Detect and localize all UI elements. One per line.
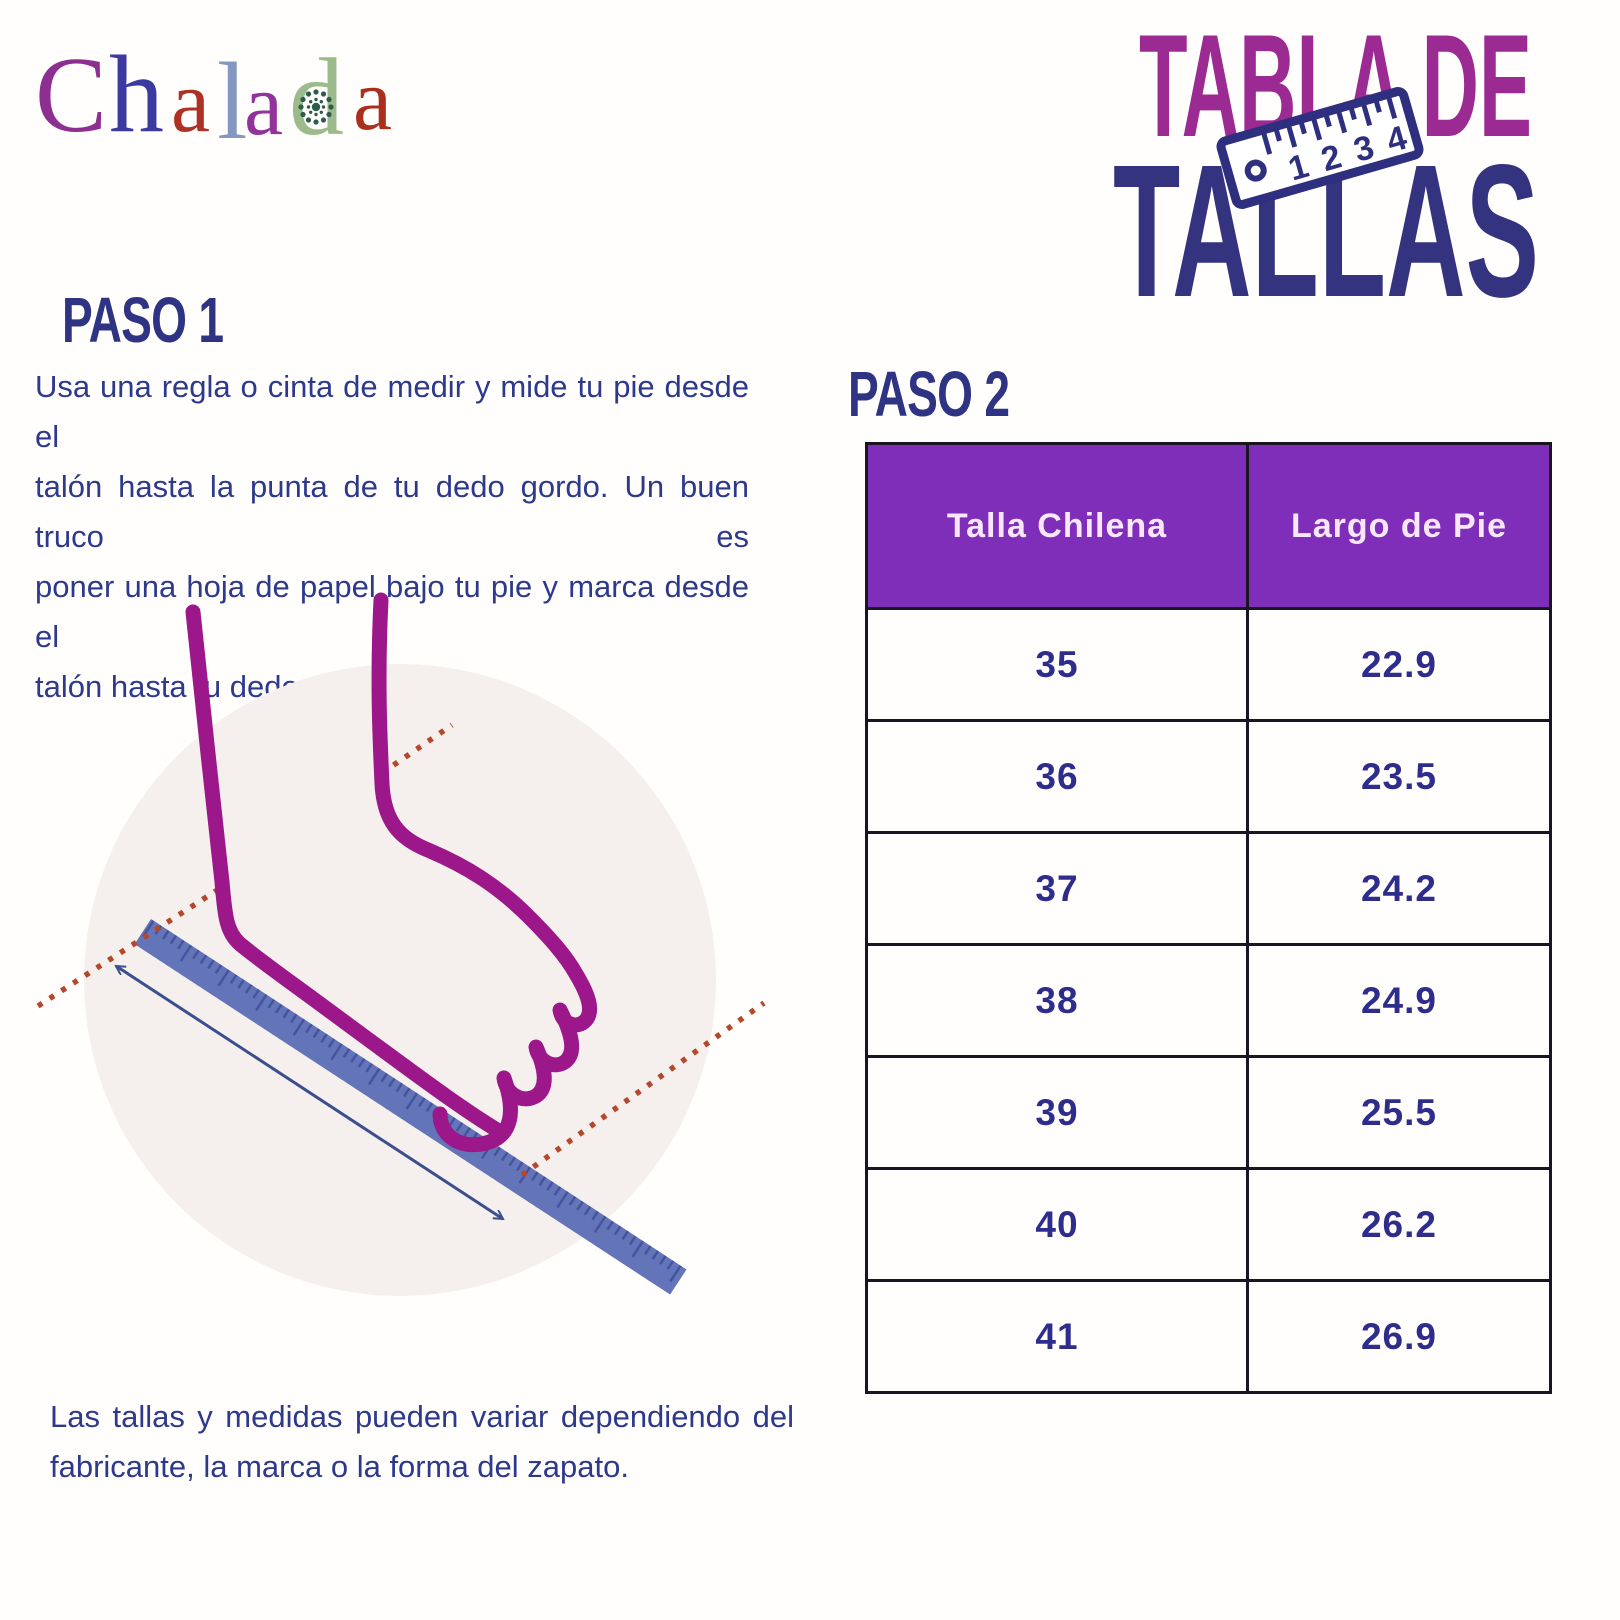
table-row: 39 25.5 [865, 1055, 1552, 1170]
largo-cell: 24.9 [1246, 943, 1552, 1058]
step1-heading: PASO 1 [62, 284, 224, 356]
table-row: 35 22.9 [865, 607, 1552, 722]
logo-letter: a [171, 54, 210, 151]
largo-cell: 26.2 [1246, 1167, 1552, 1282]
dotted-guide-line-toe [520, 1000, 766, 1178]
talla-cell: 35 [865, 607, 1249, 722]
instruction-line: talón hasta la punta de tu dedo gordo. U… [35, 469, 749, 554]
talla-cell: 40 [865, 1167, 1249, 1282]
step1-instructions: Usa una regla o cinta de medir y mide tu… [35, 362, 749, 712]
largo-cell: 24.2 [1246, 831, 1552, 946]
logo-letter: a [353, 52, 392, 149]
step2-heading: PASO 2 [848, 358, 1010, 430]
table-row: 37 24.2 [865, 831, 1552, 946]
table-row: 38 24.9 [865, 943, 1552, 1058]
size-table-header-row: Talla Chilena Largo de Pie [865, 442, 1552, 610]
disclaimer-line: fabricante, la marca o la forma del zapa… [50, 1449, 629, 1484]
talla-cell: 37 [865, 831, 1249, 946]
logo-letter: h [109, 33, 164, 155]
disclaimer: Las tallas y medidas pueden variar depen… [50, 1392, 794, 1492]
talla-cell: 41 [865, 1279, 1249, 1394]
measurement-arrow [116, 964, 503, 1221]
disclaimer-line: Las tallas y medidas pueden variar depen… [50, 1399, 794, 1434]
table-row: 40 26.2 [865, 1167, 1552, 1282]
talla-cell: 39 [865, 1055, 1249, 1170]
ruler-icon: 1 2 3 4 [1216, 87, 1424, 209]
largo-cell: 23.5 [1246, 719, 1552, 834]
mandala-icon [298, 89, 334, 125]
talla-cell: 36 [865, 719, 1249, 834]
largo-cell: 26.9 [1246, 1279, 1552, 1394]
ruler-zero-mark [1244, 159, 1267, 182]
table-row: 41 26.9 [865, 1279, 1552, 1394]
column-header-largo: Largo de Pie [1246, 442, 1552, 610]
instruction-line: Usa una regla o cinta de medir y mide tu… [35, 369, 749, 454]
logo-letter: a [244, 57, 283, 154]
foot-measurement-illustration [36, 592, 766, 1296]
illustration-backdrop-circle [84, 664, 716, 1296]
foot-outline [185, 592, 598, 1153]
dotted-guide-line-heel [36, 882, 227, 1009]
largo-cell: 25.5 [1246, 1055, 1552, 1170]
title-block: TABLA DE TALLAS 1 2 3 [1113, 4, 1539, 337]
logo-letter: l [217, 40, 248, 162]
column-header-talla: Talla Chilena [865, 442, 1249, 610]
size-table: Talla Chilena Largo de Pie 35 22.9 36 23… [865, 442, 1552, 1394]
chalada-logo: C h a l a d a [35, 33, 392, 162]
instruction-line: poner una hoja de papel bajo tu pie y ma… [35, 569, 749, 654]
dotted-guide-line-ankle [380, 722, 454, 776]
largo-cell: 22.9 [1246, 607, 1552, 722]
logo-letter: d [289, 36, 344, 158]
logo-letter: C [35, 36, 107, 155]
talla-cell: 38 [865, 943, 1249, 1058]
table-row: 36 23.5 [865, 719, 1552, 834]
